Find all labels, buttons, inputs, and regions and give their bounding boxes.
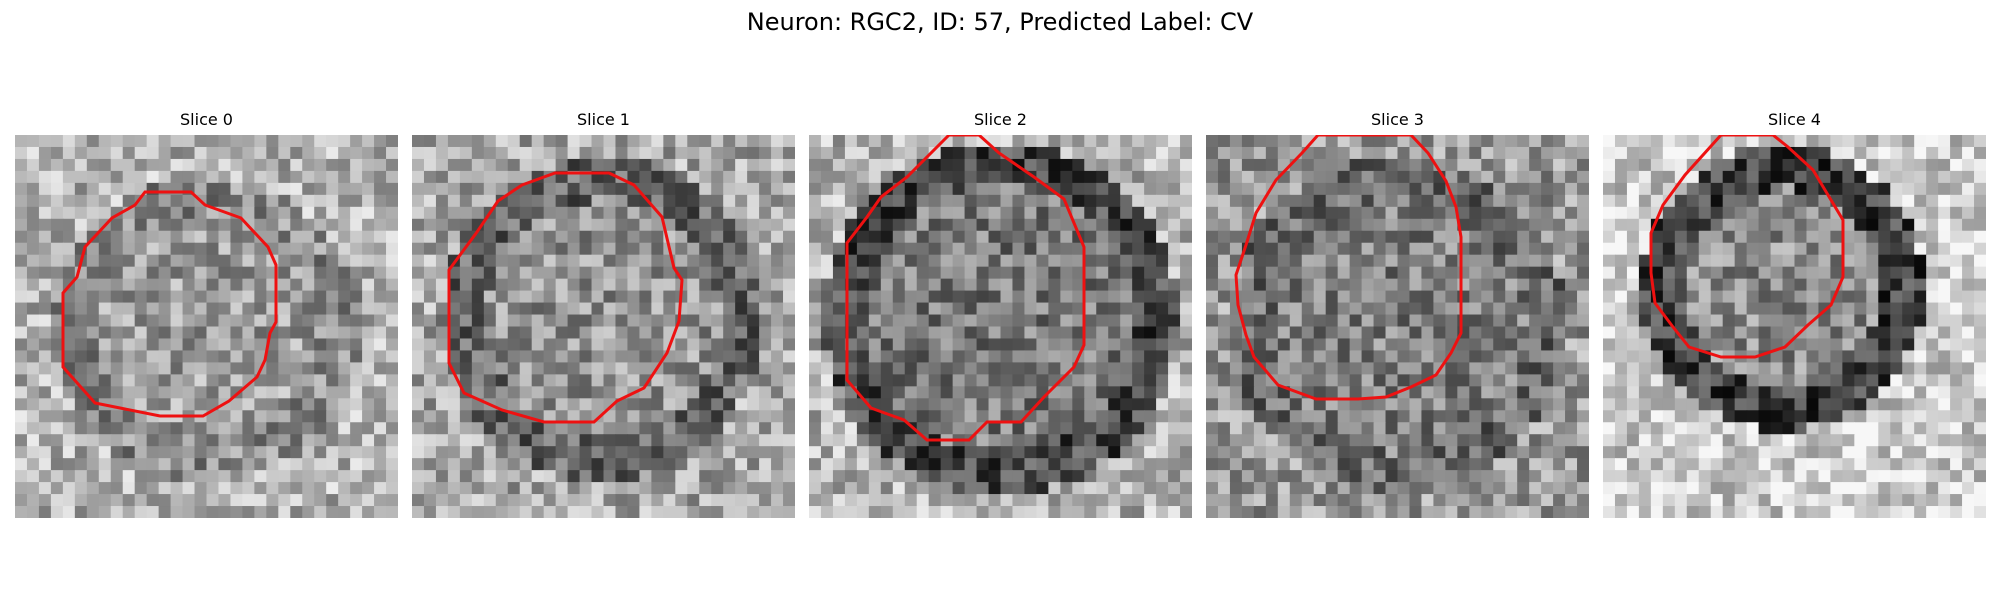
slice-image-3 [1206, 135, 1589, 518]
segmentation-contour [61, 190, 278, 418]
pixel-grid [1206, 135, 1589, 518]
pixel-grid [15, 135, 398, 518]
segmentation-contour [1234, 135, 1463, 401]
slice-image-1 [412, 135, 795, 518]
segmentation-contour [1649, 135, 1845, 359]
figure-title: Neuron: RGC2, ID: 57, Predicted Label: C… [746, 8, 1254, 36]
slice-title-0: Slice 0 [180, 110, 233, 129]
slice-title-3: Slice 3 [1371, 110, 1424, 129]
slice-image-0 [15, 135, 398, 518]
pixel-grid [1603, 135, 1986, 518]
segmentation-contour [447, 171, 684, 424]
pixel-grid [412, 135, 795, 518]
slice-title-1: Slice 1 [577, 110, 630, 129]
slice-image-2 [809, 135, 1192, 518]
slice-title-2: Slice 2 [974, 110, 1027, 129]
pixel-grid [809, 135, 1192, 518]
slice-title-4: Slice 4 [1768, 110, 1821, 129]
segmentation-contour [845, 135, 1086, 442]
slice-image-4 [1603, 135, 1986, 518]
